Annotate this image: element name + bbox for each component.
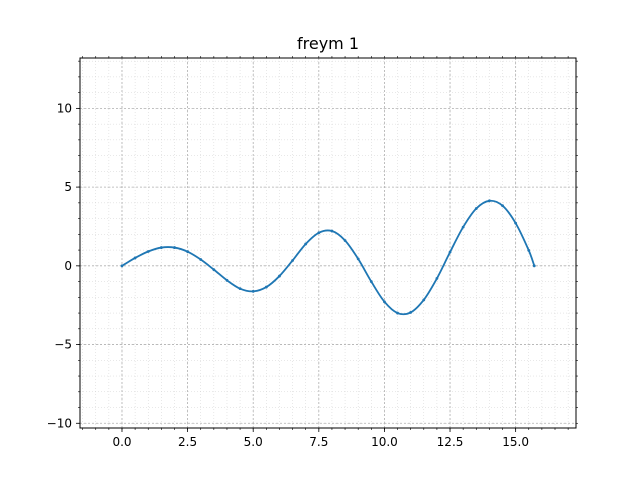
data-point <box>343 239 347 242</box>
plot-frame <box>79 57 577 429</box>
data-point <box>304 242 308 246</box>
data-point <box>514 221 518 225</box>
y-tick-label: 0 <box>64 259 72 273</box>
data-point <box>264 285 268 289</box>
data-point <box>422 298 426 302</box>
data-point <box>383 300 386 304</box>
data-point <box>120 264 124 268</box>
series-layer <box>120 199 536 316</box>
x-tick-label: 2.5 <box>178 435 197 449</box>
y-tick-label: 10 <box>57 101 72 115</box>
data-point <box>448 250 452 254</box>
data-point <box>251 289 255 293</box>
x-tick-label: 5.0 <box>244 435 263 449</box>
data-point <box>396 311 399 315</box>
y-axis: −10 −5 0 5 10 <box>47 60 578 430</box>
data-point <box>186 250 189 254</box>
y-tick-label: 5 <box>64 180 72 194</box>
data-point <box>173 246 176 249</box>
y-tick-label: −5 <box>54 338 72 352</box>
x-tick-label: 12.5 <box>437 435 464 449</box>
data-point <box>501 204 504 208</box>
x-tick-label: 15.0 <box>502 435 529 449</box>
data-point <box>225 278 229 282</box>
data-point <box>133 256 137 260</box>
data-point <box>532 264 536 268</box>
x-tick-label: 7.5 <box>309 435 328 449</box>
x-axis: 0.0 2.5 5.0 7.5 10.0 12.5 15.0 <box>82 56 569 449</box>
data-point <box>369 280 373 283</box>
x-tick-label: 0.0 <box>112 435 131 449</box>
data-point <box>474 207 478 210</box>
data-point <box>461 225 465 229</box>
chart-title: freym 1 <box>297 34 359 53</box>
data-point <box>212 268 216 272</box>
data-point <box>199 258 203 261</box>
data-point <box>278 274 281 278</box>
data-point <box>409 311 413 314</box>
data-point <box>291 259 294 262</box>
data-point <box>159 246 163 249</box>
data-point <box>317 231 321 235</box>
data-point <box>487 199 491 203</box>
data-point <box>238 287 242 291</box>
major-grid <box>80 58 576 428</box>
data-point <box>146 250 150 253</box>
data-point <box>527 249 531 252</box>
data-point <box>330 229 334 233</box>
x-tick-label: 10.0 <box>371 435 398 449</box>
data-point <box>356 257 360 261</box>
y-tick-label: −10 <box>47 416 72 430</box>
data-point <box>435 277 439 280</box>
